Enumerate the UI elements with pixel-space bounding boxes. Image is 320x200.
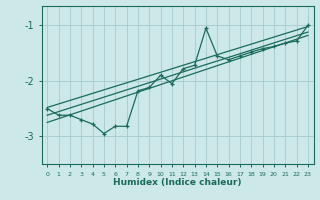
- X-axis label: Humidex (Indice chaleur): Humidex (Indice chaleur): [113, 178, 242, 187]
